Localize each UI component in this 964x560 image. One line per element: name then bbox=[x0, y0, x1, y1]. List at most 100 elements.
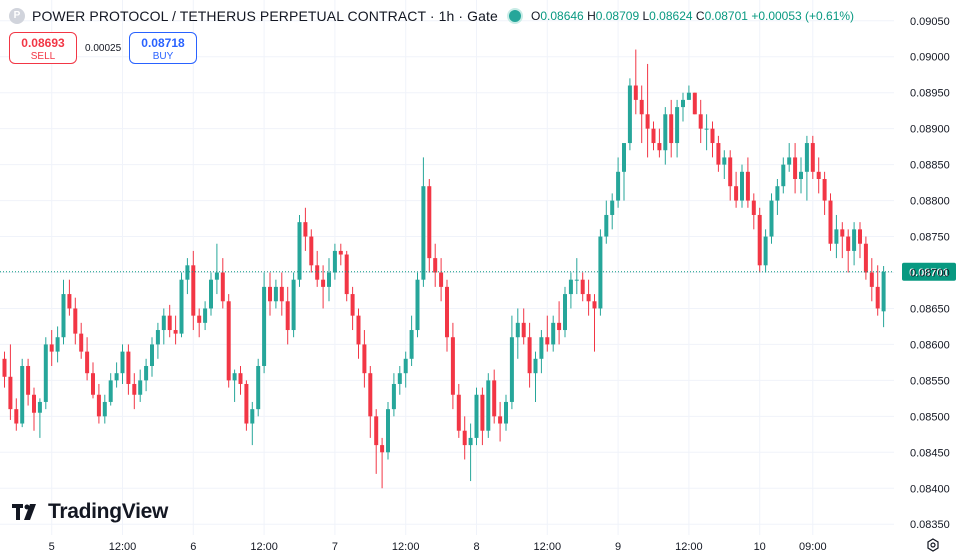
candle bbox=[568, 272, 573, 309]
candle-body bbox=[167, 315, 172, 331]
candle-body bbox=[622, 143, 626, 172]
candle-body bbox=[563, 294, 567, 331]
candle bbox=[61, 279, 66, 345]
logo-text: TradingView bbox=[48, 500, 169, 523]
candle-body bbox=[486, 380, 491, 431]
candle bbox=[344, 250, 349, 302]
candle bbox=[574, 258, 579, 295]
candle bbox=[875, 265, 880, 316]
close-value: 0.08701 bbox=[704, 9, 748, 23]
y-tick-label: 0.08500 bbox=[910, 411, 950, 423]
candle bbox=[303, 207, 308, 251]
candle bbox=[781, 157, 786, 194]
candle bbox=[197, 308, 202, 338]
candle bbox=[14, 398, 19, 431]
y-tick-label: 0.08800 bbox=[910, 196, 950, 208]
candle bbox=[268, 272, 272, 316]
candle-body bbox=[663, 114, 668, 151]
candle bbox=[356, 308, 361, 359]
candle bbox=[232, 369, 237, 402]
settings-icon[interactable] bbox=[926, 538, 940, 552]
buy-label: BUY bbox=[152, 51, 174, 62]
candle bbox=[120, 344, 125, 384]
y-tick-label: 0.08400 bbox=[910, 483, 950, 495]
x-tick-label: 12:00 bbox=[534, 541, 562, 553]
candle-body bbox=[256, 365, 261, 410]
candle-body bbox=[67, 294, 72, 309]
buy-button[interactable]: 0.08718 BUY bbox=[129, 32, 197, 64]
candle bbox=[161, 308, 166, 345]
candle-body bbox=[185, 265, 190, 280]
candle-body bbox=[368, 373, 373, 417]
sell-price: 0.08693 bbox=[21, 36, 65, 50]
candle-body bbox=[332, 250, 337, 273]
candle-body bbox=[456, 394, 461, 431]
candle-body bbox=[539, 337, 544, 359]
candle bbox=[769, 193, 774, 244]
candle bbox=[716, 135, 721, 172]
candle bbox=[681, 92, 685, 122]
candle bbox=[515, 308, 520, 359]
candle bbox=[126, 344, 131, 395]
candle-body bbox=[173, 330, 178, 334]
candle-body bbox=[91, 373, 95, 395]
candle-body bbox=[604, 214, 609, 237]
candle bbox=[675, 99, 680, 158]
candle bbox=[492, 369, 497, 424]
candle-body bbox=[498, 416, 503, 424]
candle-body bbox=[297, 222, 302, 280]
candle bbox=[368, 365, 373, 438]
candle bbox=[557, 301, 562, 345]
candle bbox=[804, 135, 809, 201]
candle-body bbox=[669, 114, 674, 144]
tradingview-logo[interactable]: TradingView bbox=[12, 500, 168, 524]
candle-body bbox=[344, 254, 349, 295]
candle-body bbox=[203, 308, 208, 323]
tradingview-logo-icon bbox=[12, 504, 36, 520]
y-tick-label: 0.08750 bbox=[910, 232, 950, 244]
candle-body bbox=[380, 445, 385, 453]
candle bbox=[415, 272, 420, 338]
candle bbox=[627, 78, 632, 151]
candle-body bbox=[651, 128, 656, 144]
candle-body bbox=[675, 107, 680, 144]
candle-body bbox=[161, 315, 166, 331]
candle-body bbox=[480, 394, 485, 431]
candle-body bbox=[132, 383, 137, 395]
candle bbox=[403, 351, 408, 388]
candle bbox=[686, 85, 691, 100]
candle-body bbox=[633, 85, 638, 100]
candle bbox=[586, 279, 591, 316]
candle-body bbox=[468, 437, 473, 446]
candle-body bbox=[504, 401, 508, 424]
open-value: 0.08646 bbox=[540, 9, 584, 23]
candle bbox=[191, 250, 196, 331]
candle-body bbox=[521, 322, 526, 338]
candle bbox=[55, 326, 60, 363]
candle bbox=[757, 207, 762, 273]
symbol-icon: P bbox=[9, 8, 25, 24]
candle-body bbox=[327, 272, 331, 287]
candle-body bbox=[586, 294, 591, 302]
ohlc-values: O0.08646 H0.08709 L0.08624 C0.08701 +0.0… bbox=[531, 9, 854, 23]
candle bbox=[37, 398, 42, 438]
candle-body bbox=[144, 365, 149, 381]
candle bbox=[203, 301, 208, 331]
candle-body bbox=[96, 394, 101, 417]
candle-body bbox=[852, 229, 857, 251]
candle bbox=[692, 92, 697, 115]
candle bbox=[480, 387, 485, 446]
candle bbox=[256, 358, 261, 417]
candle bbox=[698, 99, 703, 144]
candle-body bbox=[769, 200, 774, 237]
sell-button[interactable]: 0.08693 SELL bbox=[9, 32, 77, 64]
candle bbox=[633, 49, 638, 115]
candle bbox=[840, 222, 845, 259]
candle-body bbox=[268, 286, 272, 302]
candle bbox=[651, 121, 656, 151]
candle bbox=[763, 229, 768, 273]
candle-body bbox=[427, 186, 432, 259]
symbol-title[interactable]: POWER PROTOCOL / TETHERUS PERPETUAL CONT… bbox=[32, 8, 498, 24]
market-status-icon bbox=[509, 10, 521, 22]
